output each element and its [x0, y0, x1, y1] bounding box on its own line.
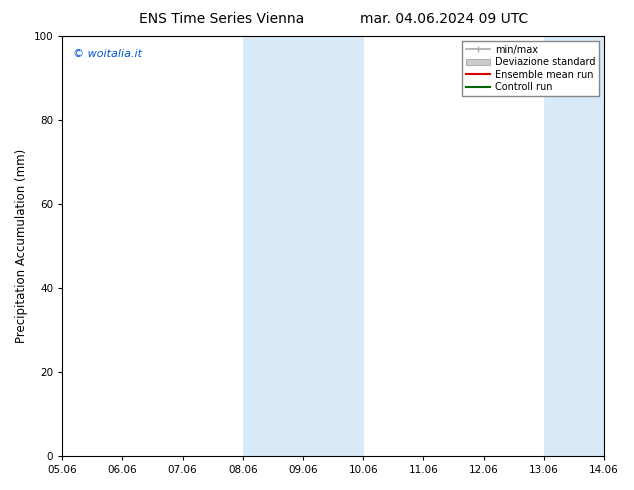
Text: ENS Time Series Vienna: ENS Time Series Vienna	[139, 12, 304, 26]
Bar	[243, 36, 363, 456]
Legend: min/max, Deviazione standard, Ensemble mean run, Controll run: min/max, Deviazione standard, Ensemble m…	[462, 41, 599, 96]
Bar	[544, 36, 604, 456]
Text: mar. 04.06.2024 09 UTC: mar. 04.06.2024 09 UTC	[359, 12, 528, 26]
Text: © woitalia.it: © woitalia.it	[73, 49, 142, 59]
Y-axis label: Precipitation Accumulation (mm): Precipitation Accumulation (mm)	[15, 149, 28, 343]
